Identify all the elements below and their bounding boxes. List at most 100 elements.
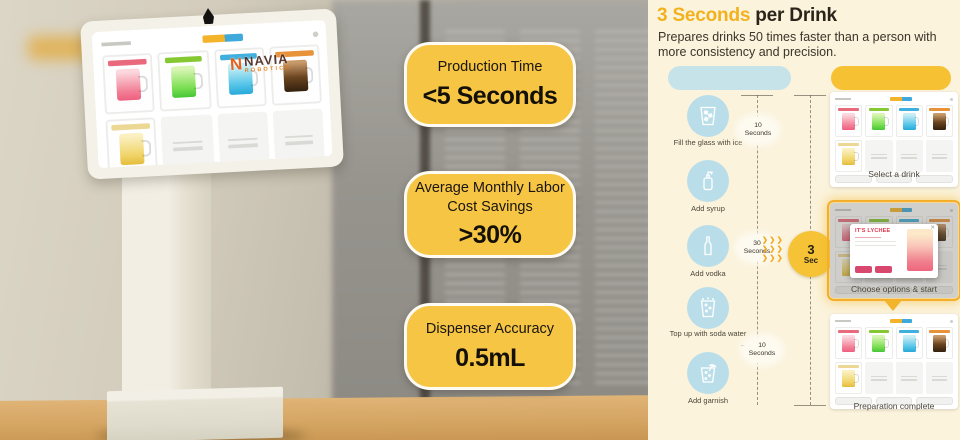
- kiosk-tablet: [80, 8, 344, 180]
- kiosk-ui-footer: [835, 175, 954, 183]
- drink-options-modal-overlay: ✕ IT'S LYCHEE: [830, 203, 958, 298]
- footer-button: [875, 286, 913, 294]
- step-label: Add syrup: [691, 204, 725, 213]
- stat-label: Average Monthly Labor Cost Savings: [415, 180, 565, 215]
- step-label: Top up with soda water: [669, 329, 747, 338]
- drink-card-green: [157, 50, 211, 112]
- chevron-arrows-icon: [762, 237, 784, 263]
- screen-caption: Preparation complete: [853, 401, 935, 411]
- kiosk-stand-base: [107, 386, 283, 440]
- ice-glass-icon: [700, 106, 716, 126]
- step-label: Add vodka: [690, 269, 726, 278]
- stat-badge-labor-savings: Average Monthly Labor Cost Savings >30%: [404, 171, 576, 258]
- step-circle-garnish: [687, 352, 729, 394]
- placeholder-card: [865, 362, 893, 394]
- header-time-text: [835, 209, 851, 211]
- screen-thumb-complete: [830, 314, 958, 409]
- drink-card-yellow: [835, 140, 863, 172]
- placeholder-card: [160, 114, 215, 169]
- placeholder-card: [865, 140, 893, 172]
- duration-badge: 10 Seconds: [743, 337, 781, 363]
- stat-badge-dispenser-accuracy: Dispenser Accuracy 0.5mL: [404, 303, 576, 390]
- stat-value: 0.5mL: [455, 343, 525, 372]
- steps-header-pill: [668, 66, 791, 90]
- modal-drink-title: IT'S LYCHEE: [855, 227, 891, 234]
- settings-icon: [950, 97, 953, 101]
- brand-logo: [889, 97, 912, 101]
- drink-card-green: [865, 105, 893, 137]
- step-circle-ice: [687, 95, 729, 137]
- duration-unit: Seconds: [744, 130, 772, 137]
- modal-buttons: [855, 266, 903, 273]
- total-unit: Sec: [803, 255, 819, 265]
- kiosk-ui-header: [835, 207, 953, 213]
- step-circle-vodka: [687, 225, 729, 267]
- vodka-bottle-icon: [704, 236, 712, 256]
- drink-kiosk-screen: [830, 314, 958, 409]
- step-label: Fill the glass with ice: [673, 138, 743, 147]
- footer-button: [916, 175, 954, 183]
- drink-card-lychee: [835, 105, 863, 137]
- modal-subtitle-bar: [855, 236, 882, 238]
- step-label: Add garnish: [687, 396, 729, 405]
- duration-badge: 10 Seconds: [739, 117, 777, 143]
- header-time-text: [835, 98, 851, 100]
- close-icon: ✕: [930, 224, 935, 231]
- drink-kiosk-screen: [91, 19, 333, 169]
- drink-card-cola: [925, 105, 953, 137]
- garnish-glass-icon: [700, 364, 717, 383]
- green-drink-icon: [872, 334, 889, 352]
- modal-text-bar: [855, 244, 896, 246]
- stat-label: Production Time: [437, 59, 543, 76]
- settings-icon: [312, 30, 319, 37]
- navia-logo-icon: N: [229, 54, 243, 75]
- placeholder-card: [895, 140, 923, 172]
- drink-card-lychee: [835, 327, 863, 359]
- total-time-badge: 3 Sec: [788, 231, 834, 277]
- duration-unit: Seconds: [748, 350, 776, 357]
- yellow-drink-icon: [842, 369, 859, 387]
- drink-card-blue: [895, 327, 923, 359]
- step-circle-soda: [687, 287, 729, 329]
- screen-caption: Select a drink: [868, 169, 920, 179]
- kiosk-stand-column: [122, 156, 211, 396]
- screen-thumb-options: ✕ IT'S LYCHEE: [827, 200, 960, 301]
- syrup-pump-icon: [703, 171, 713, 191]
- drink-card-row-2: [835, 140, 953, 172]
- step-circle-syrup: [687, 160, 729, 202]
- duration-unit: Seconds: [743, 248, 771, 255]
- panel-title: 3 Seconds per Drink: [657, 5, 837, 27]
- cola-drink-icon: [932, 334, 950, 352]
- footer-button: [875, 175, 913, 183]
- footer-button: [916, 286, 954, 294]
- kiosk-ui-footer: [835, 397, 954, 405]
- placeholder-card: [216, 111, 270, 169]
- duration-value: 10: [758, 342, 766, 350]
- footer-button: [916, 397, 954, 405]
- drink-card-row: [835, 105, 953, 137]
- kiosk-display-ui: [91, 19, 333, 169]
- timeline-tick: [741, 95, 773, 96]
- placeholder-card: [895, 362, 923, 394]
- stat-label: Dispenser Accuracy: [425, 321, 555, 338]
- drink-kiosk-screen: [830, 92, 958, 187]
- brand-logo: [201, 33, 243, 44]
- footer-button: [835, 175, 872, 183]
- modal-text-bar: [855, 240, 896, 242]
- timeline-tick: [794, 95, 826, 96]
- wooden-counter: [0, 395, 648, 440]
- timeline-tick: [794, 405, 826, 406]
- footer-button: [835, 397, 872, 405]
- drink-card-lychee: [102, 52, 156, 115]
- placeholder-card: [272, 108, 326, 169]
- screen-thumb-select-drink: [830, 92, 958, 187]
- green-drink-icon: [872, 112, 889, 130]
- modal-start-button: [875, 266, 892, 273]
- drink-card-row: [835, 327, 953, 359]
- modal-option-button: [855, 266, 872, 273]
- settings-icon: [950, 208, 953, 212]
- stat-value: >30%: [458, 220, 522, 249]
- brand-logo: [889, 208, 912, 212]
- kiosk-ui-header: [835, 96, 953, 102]
